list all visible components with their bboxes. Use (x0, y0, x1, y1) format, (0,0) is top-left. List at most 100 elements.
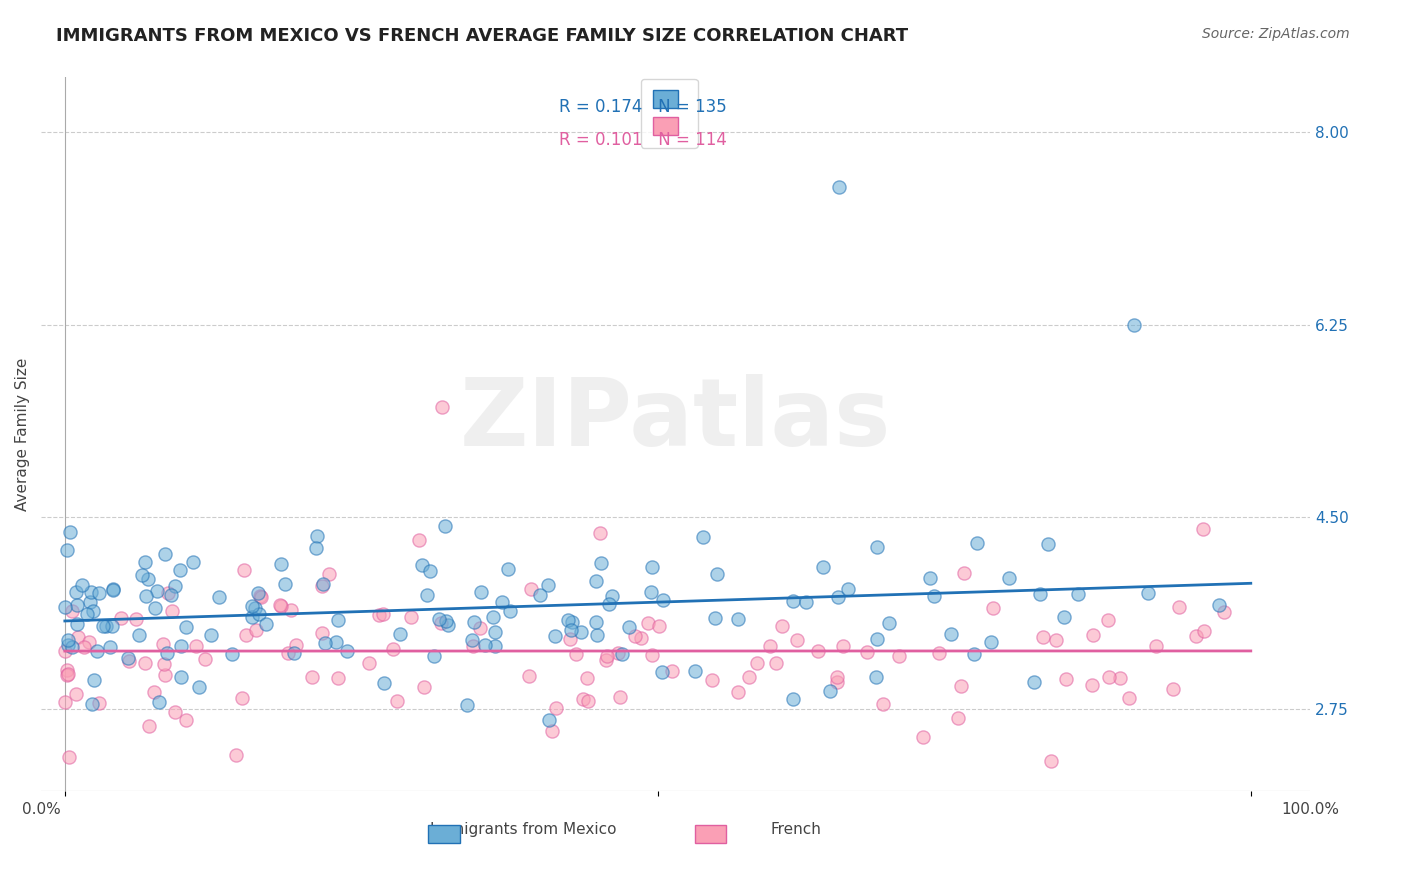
Immigrants from Mexico (1123, 318, 1146, 332)
French (727, 685, 749, 699)
Immigrants from Mexico (1053, 610, 1076, 624)
Immigrants from Mexico (683, 664, 706, 678)
Immigrants from Mexico (600, 589, 623, 603)
Text: 100.0%: 100.0% (1281, 802, 1339, 817)
French (134, 656, 156, 670)
Immigrants from Mexico (59, 524, 82, 539)
French (738, 670, 761, 684)
French (759, 639, 782, 653)
Immigrants from Mexico (304, 541, 326, 555)
Immigrants from Mexico (496, 562, 519, 576)
Immigrants from Mexico (411, 558, 433, 572)
Immigrants from Mexico (706, 566, 728, 581)
French (152, 637, 174, 651)
French (589, 525, 612, 540)
Immigrants from Mexico (101, 619, 124, 633)
French (1081, 627, 1104, 641)
Immigrants from Mexico (221, 647, 243, 661)
French (160, 604, 183, 618)
Immigrants from Mexico (939, 627, 962, 641)
French (540, 723, 562, 738)
French (413, 680, 436, 694)
French (110, 611, 132, 625)
French (89, 696, 111, 710)
French (1054, 672, 1077, 686)
Immigrants from Mexico (240, 599, 263, 614)
French (65, 687, 87, 701)
Immigrants from Mexico (598, 597, 620, 611)
French (285, 638, 308, 652)
French (911, 730, 934, 744)
Immigrants from Mexico (153, 547, 176, 561)
French (928, 646, 950, 660)
Text: Immigrants from Mexico: Immigrants from Mexico (430, 822, 617, 837)
Immigrants from Mexico (794, 595, 817, 609)
Immigrants from Mexico (782, 593, 804, 607)
French (1045, 632, 1067, 647)
FancyBboxPatch shape (429, 825, 460, 843)
Immigrants from Mexico (240, 609, 263, 624)
Immigrants from Mexico (128, 627, 150, 641)
Immigrants from Mexico (419, 564, 441, 578)
French (165, 705, 187, 719)
Immigrants from Mexico (176, 620, 198, 634)
Immigrants from Mexico (247, 586, 270, 600)
Immigrants from Mexico (136, 572, 159, 586)
Immigrants from Mexico (131, 568, 153, 582)
Text: Source: ZipAtlas.com: Source: ZipAtlas.com (1202, 27, 1350, 41)
French (53, 644, 76, 658)
Immigrants from Mexico (83, 673, 105, 687)
French (637, 615, 659, 630)
Text: IMMIGRANTS FROM MEXICO VS FRENCH AVERAGE FAMILY SIZE CORRELATION CHART: IMMIGRANTS FROM MEXICO VS FRENCH AVERAGE… (56, 27, 908, 45)
Text: ZIPatlas: ZIPatlas (460, 374, 891, 466)
Immigrants from Mexico (498, 603, 520, 617)
Immigrants from Mexico (865, 540, 887, 554)
French (648, 619, 671, 633)
Immigrants from Mexico (336, 644, 359, 658)
Immigrants from Mexico (163, 579, 186, 593)
Immigrants from Mexico (416, 589, 439, 603)
French (77, 635, 100, 649)
French (56, 666, 79, 681)
Immigrants from Mexico (1136, 586, 1159, 600)
French (66, 630, 89, 644)
French (1097, 613, 1119, 627)
Immigrants from Mexico (866, 632, 889, 647)
Immigrants from Mexico (159, 588, 181, 602)
Immigrants from Mexico (980, 635, 1002, 649)
French (125, 612, 148, 626)
French (807, 643, 830, 657)
Immigrants from Mexico (1029, 587, 1052, 601)
Immigrants from Mexico (208, 591, 231, 605)
Immigrants from Mexico (837, 582, 859, 596)
Immigrants from Mexico (461, 633, 484, 648)
French (245, 623, 267, 637)
Immigrants from Mexico (877, 615, 900, 630)
French (1167, 599, 1189, 614)
Immigrants from Mexico (312, 577, 335, 591)
Text: R = 0.101   N = 114: R = 0.101 N = 114 (558, 130, 727, 149)
Immigrants from Mexico (966, 536, 988, 550)
Immigrants from Mexico (65, 584, 87, 599)
French (194, 652, 217, 666)
Immigrants from Mexico (586, 628, 609, 642)
Immigrants from Mexico (134, 555, 156, 569)
French (872, 697, 894, 711)
French (624, 629, 647, 643)
Immigrants from Mexico (727, 612, 749, 626)
French (311, 579, 333, 593)
Immigrants from Mexico (619, 620, 641, 634)
Immigrants from Mexico (70, 578, 93, 592)
Immigrants from Mexico (181, 555, 204, 569)
Immigrants from Mexico (91, 619, 114, 633)
French (429, 616, 451, 631)
Immigrants from Mexico (922, 590, 945, 604)
French (1163, 681, 1185, 696)
Immigrants from Mexico (1036, 537, 1059, 551)
French (520, 582, 543, 596)
Immigrants from Mexico (247, 607, 270, 622)
Immigrants from Mexico (865, 670, 887, 684)
Immigrants from Mexico (537, 577, 560, 591)
French (231, 690, 253, 705)
French (399, 610, 422, 624)
